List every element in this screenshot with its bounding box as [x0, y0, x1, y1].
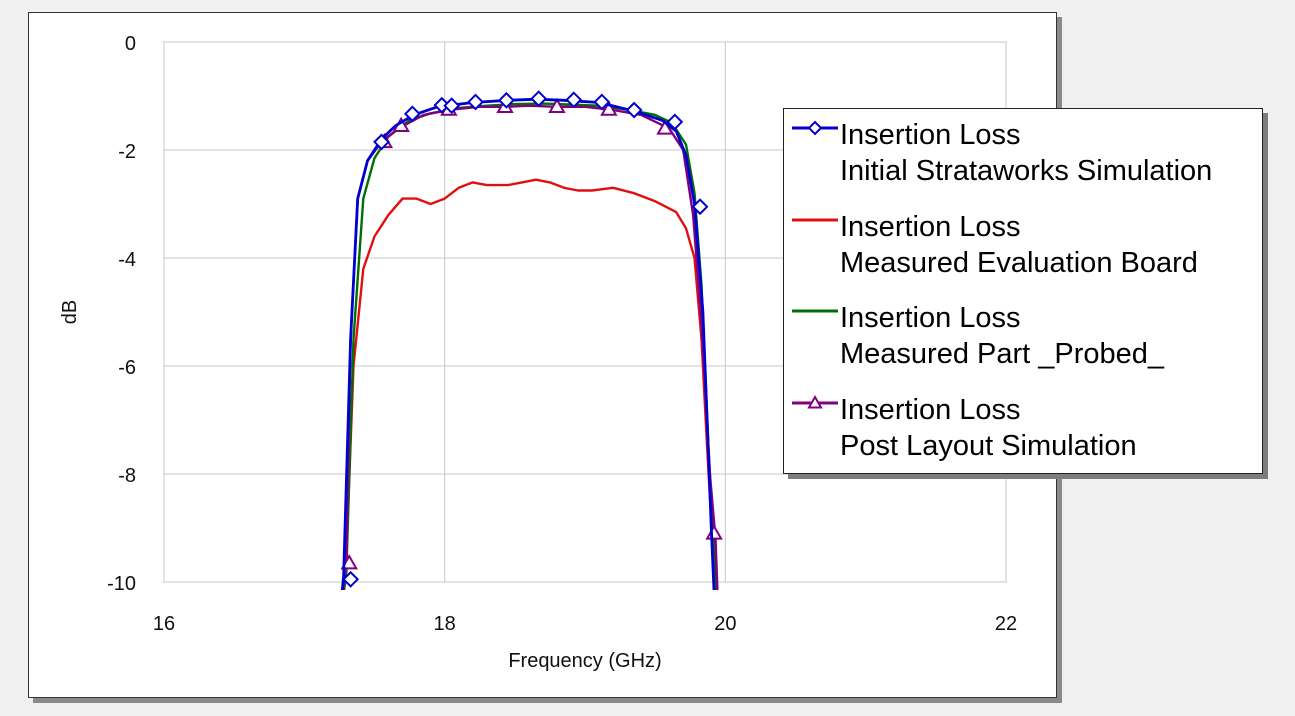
- x-tick-label: 18: [434, 613, 456, 635]
- series-layer: [340, 90, 723, 590]
- series-1: [341, 178, 717, 590]
- legend-label-line1: Insertion Loss: [840, 302, 1021, 334]
- x-tick-label: 16: [153, 613, 175, 635]
- x-tick-label: 20: [714, 613, 736, 635]
- y-tick-label: 0: [125, 33, 136, 55]
- tick-labels: 16 18 20 22 0 -2 -4 -6 -8 -10: [107, 33, 1017, 635]
- x-tick-label: 22: [995, 613, 1017, 635]
- series-marker: [593, 93, 611, 111]
- legend-entry-measured-part-probed: Insertion Loss Measured Part _Probed_: [784, 292, 1262, 382]
- y-tick-label: -2: [118, 141, 136, 163]
- legend-entry-initial-strataworks: Insertion Loss Initial Strataworks Simul…: [784, 109, 1262, 199]
- series-marker: [530, 90, 548, 108]
- series-line: [340, 97, 716, 590]
- legend-swatch-2: [792, 309, 838, 313]
- x-axis-label: Frequency (GHz): [508, 650, 661, 672]
- series-marker: [373, 133, 390, 151]
- legend-label-line2: Measured Evaluation Board: [840, 247, 1198, 279]
- series-line: [341, 178, 717, 590]
- series-marker: [625, 101, 643, 119]
- series-0: [340, 90, 716, 590]
- series-marker: [656, 119, 674, 135]
- legend-label-line2: Measured Part _Probed_: [840, 338, 1165, 370]
- y-axis-label: dB: [59, 300, 81, 324]
- legend-swatch-0: [792, 120, 838, 136]
- legend-swatch-marker: [807, 120, 823, 136]
- series-marker: [340, 554, 358, 570]
- legend-label-line1: Insertion Loss: [840, 394, 1021, 426]
- series-marker: [497, 91, 515, 109]
- legend-swatch-marker: [807, 394, 823, 409]
- series-marker: [403, 105, 421, 123]
- y-tick-label: -10: [107, 573, 136, 595]
- legend-label-line1: Insertion Loss: [840, 119, 1021, 151]
- series-marker: [600, 100, 618, 116]
- series-marker: [565, 91, 583, 109]
- legend-label-line2: Post Layout Simulation: [840, 430, 1137, 462]
- legend-label-line1: Insertion Loss: [840, 211, 1021, 243]
- legend-swatch-3: [792, 394, 838, 409]
- y-tick-label: -6: [118, 357, 136, 379]
- series-marker: [467, 93, 484, 111]
- legend-entry-post-layout: Insertion Loss Post Layout Simulation: [784, 384, 1262, 474]
- graph-window: 16 18 20 22 0 -2 -4 -6 -8 -10 Frequency (GHz) dB …: [28, 12, 1263, 698]
- series-marker: [548, 97, 566, 114]
- legend-swatch-1: [792, 218, 838, 222]
- y-tick-label: -8: [118, 465, 136, 487]
- series-marker: [666, 113, 684, 131]
- y-tick-label: -4: [118, 249, 136, 271]
- legend: Insertion Loss Initial Strataworks Simul…: [783, 108, 1263, 474]
- series-marker: [691, 198, 709, 216]
- legend-entry-measured-eval-board: Insertion Loss Measured Evaluation Board: [784, 201, 1262, 291]
- series-marker: [443, 97, 461, 115]
- legend-label-line2: Initial Strataworks Simulation: [840, 155, 1213, 187]
- series-marker: [342, 570, 360, 588]
